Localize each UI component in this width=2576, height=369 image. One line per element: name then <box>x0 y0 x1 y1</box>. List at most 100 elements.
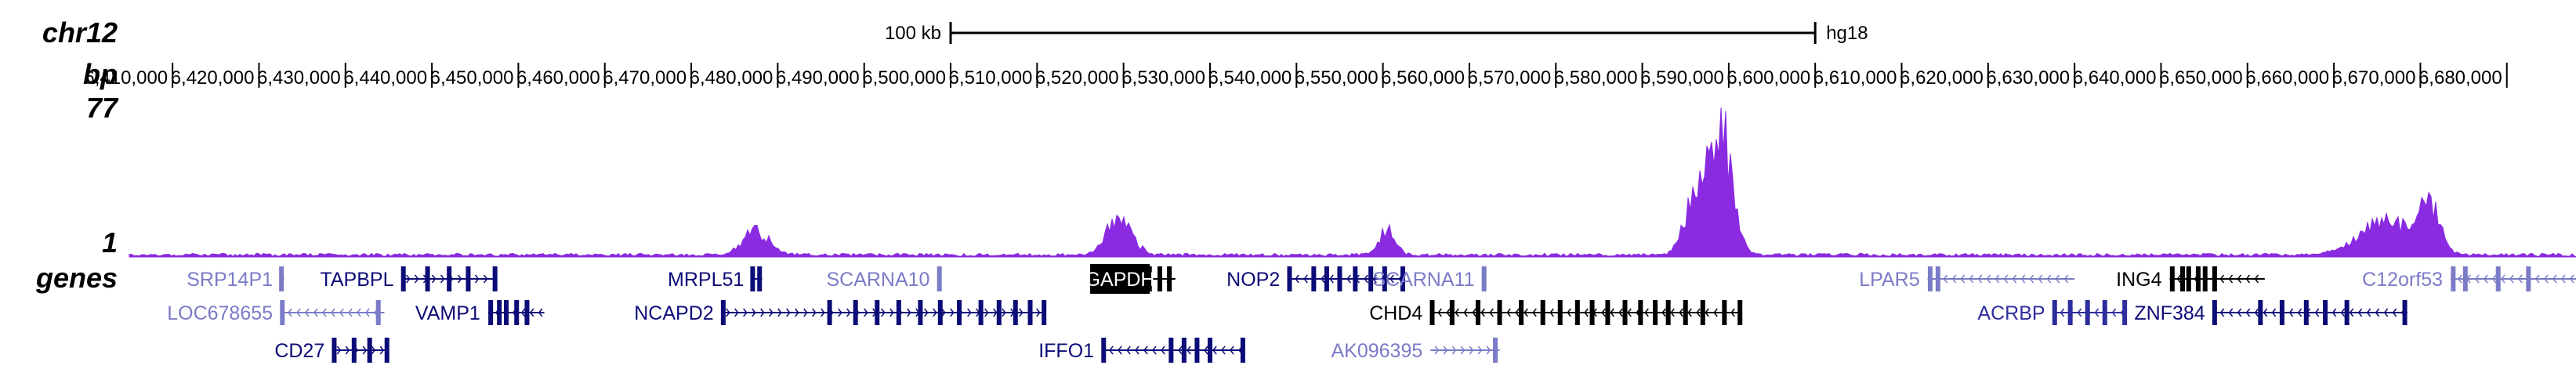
gene-label: LPAR5 <box>1859 269 1919 291</box>
gene-exon <box>2495 266 2501 291</box>
gene-scarna11[interactable]: SCARNA11 <box>1372 266 1487 291</box>
gene-exon <box>280 300 285 325</box>
strand-arrow <box>864 308 868 317</box>
strand-arrow <box>2219 308 2225 317</box>
gene-exon <box>1311 266 1317 291</box>
strand-arrow <box>2561 274 2566 284</box>
gene-nop2[interactable]: NOP2 <box>1226 266 1405 291</box>
gene-loc678655[interactable]: LOC678655 <box>167 300 385 325</box>
strand-arrow <box>1730 308 1735 317</box>
strand-arrow <box>726 308 730 317</box>
gene-label: ING4 <box>2116 269 2161 291</box>
genes-label: genes <box>35 262 118 294</box>
strand-arrow <box>1329 274 1334 284</box>
gene-tapbpl[interactable]: TAPBPL <box>320 266 498 291</box>
strand-arrow <box>2012 274 2017 284</box>
gene-exon <box>2122 300 2128 325</box>
gene-exon <box>1429 300 1435 325</box>
strand-arrow <box>1506 308 1511 317</box>
gene-vamp1[interactable]: VAMP1 <box>415 300 545 325</box>
strand-arrow <box>2297 308 2302 317</box>
strand-arrow <box>984 308 989 317</box>
gene-ak096395[interactable]: AK096395 <box>1331 338 1500 363</box>
gene-mrpl51[interactable]: MRPL51 <box>668 266 763 291</box>
strand-arrow <box>1143 345 1148 355</box>
gene-exon <box>1168 338 1174 363</box>
gene-ing4[interactable]: ING4 <box>2116 266 2265 291</box>
strand-arrow <box>1960 274 1966 284</box>
gene-exon <box>279 266 284 291</box>
gene-exon <box>1665 300 1671 325</box>
gene-iffo1[interactable]: IFFO1 <box>1038 338 1245 363</box>
strand-arrow <box>743 308 748 317</box>
gene-exon <box>757 266 763 291</box>
strand-arrow <box>1943 274 1948 284</box>
gene-lpar5[interactable]: LPAR5 <box>1859 266 2075 291</box>
gene-exon <box>1042 300 1047 325</box>
strand-arrow <box>296 308 301 317</box>
strand-arrow <box>365 308 370 317</box>
gene-exon <box>488 300 494 325</box>
gene-exon <box>896 300 901 325</box>
gene-exon <box>2462 266 2468 291</box>
gene-exon <box>1497 300 1502 325</box>
gene-acrbp[interactable]: ACRBP <box>1977 300 2128 325</box>
strand-arrow <box>752 308 756 317</box>
gene-label: SRP14P1 <box>187 269 273 291</box>
strand-arrow <box>821 308 825 317</box>
gene-exon <box>2102 300 2107 325</box>
gene-chd4[interactable]: CHD4 <box>1369 300 1743 325</box>
gene-exon <box>2451 266 2456 291</box>
strand-arrow <box>538 308 543 317</box>
gene-cd27[interactable]: CD27 <box>274 338 389 363</box>
strand-arrow <box>357 308 361 317</box>
gene-ncapd2[interactable]: NCAPD2 <box>634 300 1047 325</box>
strand-arrow <box>1480 308 1485 317</box>
strand-arrow <box>2375 308 2380 317</box>
strand-arrow <box>322 308 327 317</box>
strand-arrow <box>1364 274 1368 284</box>
strand-arrow <box>2475 274 2480 284</box>
genes-track[interactable]: SRP14P1 TAPBPL MRPL51 SCARNA10 GAPDH NOP2 SCAR… <box>167 264 2576 363</box>
gene-exon <box>1475 300 1480 325</box>
gene-exon <box>2052 300 2057 325</box>
gene-srp14p1[interactable]: SRP14P1 <box>187 266 284 291</box>
strand-arrow <box>2046 274 2052 284</box>
ruler-tick-label: 6,660,000 <box>2245 67 2329 89</box>
ruler-tick-label: 6,510,000 <box>949 67 1033 89</box>
strand-arrow <box>734 308 739 317</box>
strand-arrow <box>1460 345 1466 355</box>
gene-scarna10[interactable]: SCARNA10 <box>826 266 942 291</box>
strand-arrow <box>474 274 480 284</box>
strand-arrow <box>1204 345 1208 355</box>
strand-arrow <box>362 345 368 355</box>
strand-arrow <box>1679 308 1683 317</box>
gene-c12orf53[interactable]: C12orf53 <box>2362 266 2576 291</box>
strand-arrow <box>440 274 445 284</box>
strand-arrow <box>1178 345 1183 355</box>
strand-arrow <box>2484 274 2488 284</box>
strand-arrow <box>414 274 419 284</box>
gene-gapdh[interactable]: GAPDH <box>1085 264 1176 294</box>
gene-label: SCARNA11 <box>1372 269 1474 291</box>
gene-exon <box>1540 300 1545 325</box>
gene-exon <box>2085 300 2090 325</box>
ruler-tick-label: 6,560,000 <box>1381 67 1465 89</box>
strand-arrow <box>1346 274 1351 284</box>
gene-label: ZNF384 <box>2134 302 2205 324</box>
gene-label: NOP2 <box>1226 269 1280 291</box>
strand-arrow <box>1002 308 1006 317</box>
strand-arrow <box>993 308 998 317</box>
strand-arrow <box>803 308 808 317</box>
ruler-tick-label: 6,480,000 <box>690 67 774 89</box>
signal-track[interactable] <box>129 107 2576 258</box>
ruler-tick-label: 6,530,000 <box>1121 67 1205 89</box>
strand-arrow <box>2271 308 2277 317</box>
gene-exon <box>978 300 984 325</box>
gene-znf384[interactable]: ZNF384 <box>2134 300 2408 325</box>
ruler-tick-label: 6,650,000 <box>2159 67 2243 89</box>
strand-arrow <box>339 308 344 317</box>
gene-exon <box>1653 300 1658 325</box>
gene-exon <box>1605 300 1610 325</box>
gene-exon <box>1027 300 1033 325</box>
